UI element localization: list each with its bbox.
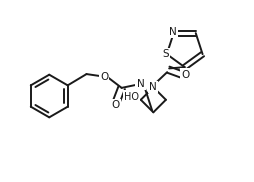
- Text: O: O: [111, 100, 119, 110]
- Text: N: N: [137, 79, 144, 89]
- Text: O: O: [100, 72, 108, 82]
- Text: S: S: [162, 49, 169, 59]
- Text: N: N: [168, 27, 176, 37]
- Text: HO: HO: [124, 92, 139, 102]
- Text: O: O: [181, 70, 189, 80]
- Text: N: N: [149, 82, 157, 92]
